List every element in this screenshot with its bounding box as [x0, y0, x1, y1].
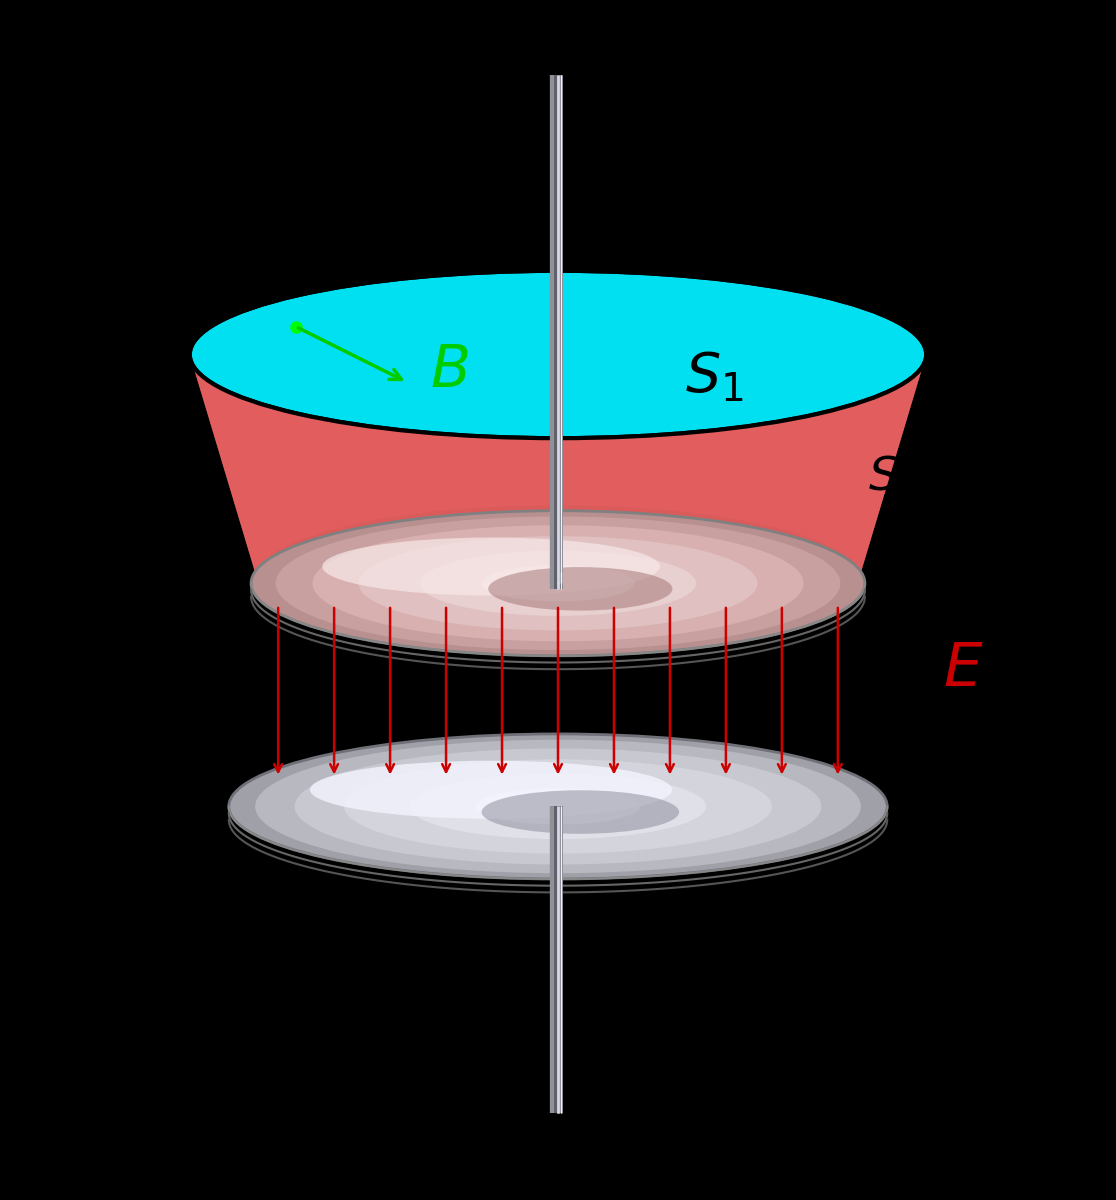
- Polygon shape: [190, 271, 926, 577]
- Ellipse shape: [295, 749, 821, 864]
- Ellipse shape: [310, 761, 672, 818]
- Ellipse shape: [190, 271, 926, 438]
- Ellipse shape: [420, 551, 696, 616]
- Ellipse shape: [256, 739, 860, 874]
- Ellipse shape: [312, 526, 804, 641]
- Ellipse shape: [475, 788, 641, 824]
- Text: $S_2$: $S_2$: [868, 454, 917, 500]
- Ellipse shape: [410, 774, 706, 839]
- Ellipse shape: [229, 734, 887, 878]
- Ellipse shape: [489, 568, 672, 611]
- Ellipse shape: [482, 791, 679, 834]
- Ellipse shape: [323, 538, 660, 595]
- Ellipse shape: [251, 511, 865, 655]
- Ellipse shape: [358, 536, 758, 630]
- Text: $B$: $B$: [430, 343, 468, 400]
- Text: $E$: $E$: [943, 638, 983, 698]
- Polygon shape: [190, 354, 926, 650]
- Text: $S_1$: $S_1$: [685, 349, 743, 404]
- Ellipse shape: [344, 760, 772, 853]
- Ellipse shape: [276, 516, 840, 650]
- Ellipse shape: [481, 565, 635, 601]
